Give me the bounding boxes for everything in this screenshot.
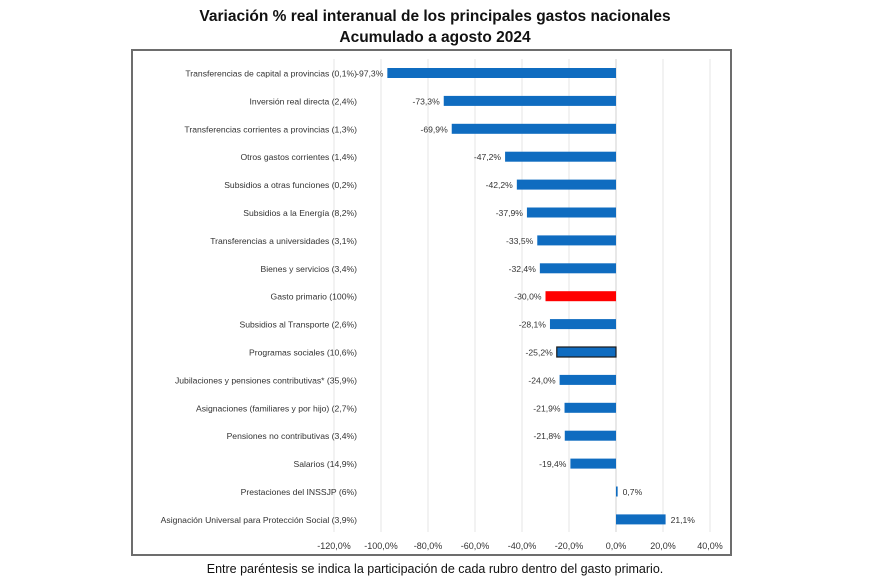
x-tick-label: -80,0% <box>414 541 443 551</box>
category-label: Subsidios al Transporte (2,6%) <box>239 320 357 330</box>
category-label: Subsidios a la Energía (8,2%) <box>243 208 357 218</box>
bar <box>545 291 616 302</box>
category-label: Transferencias de capital a provincias (… <box>185 69 357 79</box>
category-label: Programas sociales (10,6%) <box>249 348 357 358</box>
chart-frame <box>131 49 732 556</box>
category-label: Inversión real directa (2,4%) <box>250 96 358 106</box>
data-label: -21,8% <box>534 431 562 441</box>
category-label: Gasto primario (100%) <box>271 292 358 302</box>
x-tick-label: 20,0% <box>650 541 676 551</box>
data-label: -19,4% <box>539 459 567 469</box>
bar <box>387 68 616 78</box>
x-tick-label: -40,0% <box>508 541 537 551</box>
data-label: 21,1% <box>671 515 696 525</box>
category-label: Salarios (14,9%) <box>293 459 357 469</box>
x-tick-label: -20,0% <box>555 541 584 551</box>
category-label: Subsidios a otras funciones (0,2%) <box>224 180 357 190</box>
data-label: -25,2% <box>526 348 554 358</box>
bar <box>616 486 618 497</box>
data-label: -32,4% <box>509 264 537 274</box>
category-label: Bienes y servicios (3,4%) <box>261 264 358 274</box>
category-label: Transferencias corrientes a provincias (… <box>184 124 357 134</box>
x-tick-label: 0,0% <box>606 541 627 551</box>
data-label: -28,1% <box>519 320 547 330</box>
data-label: -42,2% <box>486 180 514 190</box>
x-tick-label: 40,0% <box>697 541 723 551</box>
bar <box>451 123 616 134</box>
x-tick-label: -120,0% <box>317 541 351 551</box>
data-label: -47,2% <box>474 152 502 162</box>
data-label: -21,9% <box>533 403 561 413</box>
chart-title: Variación % real interanual de los princ… <box>199 8 671 25</box>
x-tick-label: -60,0% <box>461 541 490 551</box>
chart-subtitle: Acumulado a agosto 2024 <box>339 29 531 46</box>
bar <box>564 402 616 413</box>
bar <box>564 430 616 441</box>
data-label: -30,0% <box>514 292 542 302</box>
data-label: -37,9% <box>496 208 524 218</box>
bar <box>537 235 616 246</box>
bar <box>616 514 666 525</box>
data-label: 0,7% <box>623 487 643 497</box>
bar <box>526 207 616 218</box>
category-label: Prestaciones del INSSJP (6%) <box>241 487 358 497</box>
category-label: Pensiones no contributivas (3,4%) <box>227 431 358 441</box>
x-tick-label: -100,0% <box>364 541 398 551</box>
bar <box>505 151 616 162</box>
bar <box>559 374 616 385</box>
data-label: -73,3% <box>413 96 441 106</box>
footnote: Entre paréntesis se indica la participac… <box>206 562 664 576</box>
bar <box>556 346 617 358</box>
category-label: Asignación Universal para Protección Soc… <box>161 515 357 525</box>
bar <box>443 95 616 106</box>
data-label: -33,5% <box>506 236 534 246</box>
data-label: -24,0% <box>528 375 556 385</box>
category-label: Transferencias a universidades (3,1%) <box>210 236 357 246</box>
bar <box>539 263 616 274</box>
data-label: -69,9% <box>421 124 449 134</box>
bar <box>516 179 616 190</box>
bar <box>570 458 616 469</box>
category-label: Jubilaciones y pensiones contributivas* … <box>175 375 357 385</box>
category-label: Otros gastos corrientes (1,4%) <box>240 152 357 162</box>
category-label: Asignaciones (familiares y por hijo) (2,… <box>196 403 357 413</box>
data-label: -97,3% <box>356 69 384 79</box>
bar <box>549 319 616 330</box>
